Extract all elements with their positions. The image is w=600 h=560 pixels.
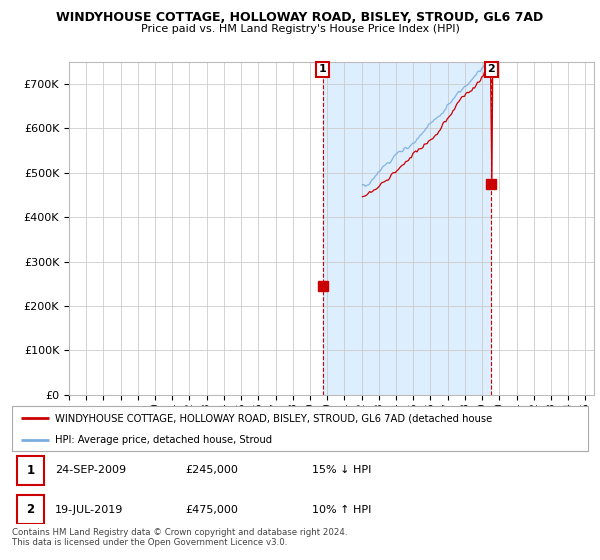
- Text: WINDYHOUSE COTTAGE, HOLLOWAY ROAD, BISLEY, STROUD, GL6 7AD: WINDYHOUSE COTTAGE, HOLLOWAY ROAD, BISLE…: [56, 11, 544, 24]
- Text: Price paid vs. HM Land Registry's House Price Index (HPI): Price paid vs. HM Land Registry's House …: [140, 24, 460, 34]
- Text: 15% ↓ HPI: 15% ↓ HPI: [311, 465, 371, 475]
- Text: Contains HM Land Registry data © Crown copyright and database right 2024.
This d: Contains HM Land Registry data © Crown c…: [12, 528, 347, 547]
- Text: HPI: Average price, detached house, Stroud: HPI: Average price, detached house, Stro…: [55, 435, 272, 445]
- Text: 1: 1: [26, 464, 34, 477]
- Text: £245,000: £245,000: [185, 465, 238, 475]
- FancyBboxPatch shape: [12, 406, 588, 451]
- Text: 2: 2: [26, 503, 34, 516]
- Text: 2: 2: [488, 64, 495, 74]
- FancyBboxPatch shape: [17, 456, 44, 485]
- Text: 1: 1: [319, 64, 326, 74]
- Text: 24-SEP-2009: 24-SEP-2009: [55, 465, 127, 475]
- Text: 19-JUL-2019: 19-JUL-2019: [55, 505, 124, 515]
- Bar: [323, 62, 491, 395]
- Text: 10% ↑ HPI: 10% ↑ HPI: [311, 505, 371, 515]
- Text: WINDYHOUSE COTTAGE, HOLLOWAY ROAD, BISLEY, STROUD, GL6 7AD (detached house: WINDYHOUSE COTTAGE, HOLLOWAY ROAD, BISLE…: [55, 413, 493, 423]
- FancyBboxPatch shape: [17, 495, 44, 524]
- Text: £475,000: £475,000: [185, 505, 238, 515]
